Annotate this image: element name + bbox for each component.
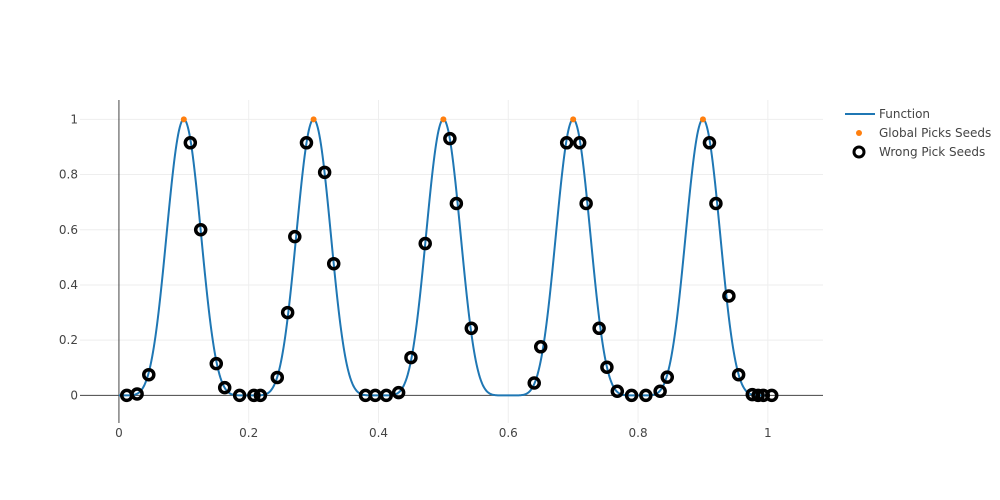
- wrong-pick-seed-point: [722, 289, 736, 303]
- wrong-pick-seed-point: [280, 305, 295, 320]
- wrong-pick-seed-point: [449, 196, 464, 211]
- legend-label-global-picks-seeds: Global Picks Seeds: [879, 126, 991, 140]
- legend-item-global-picks-seeds[interactable]: Global Picks Seeds: [856, 126, 991, 140]
- wrong-pick-seed-point: [209, 356, 224, 371]
- x-tick-label: 0.8: [629, 426, 648, 440]
- global-pick-seed-point: [570, 116, 577, 123]
- legend[interactable]: Function Global Picks Seeds Wrong Pick S…: [845, 107, 991, 159]
- wrong-pick-seed-point: [379, 388, 394, 403]
- wrong-pick-seed-point: [317, 165, 332, 180]
- wrong-pick-seed-point: [751, 388, 765, 403]
- legend-label-wrong-pick-seeds: Wrong Pick Seeds: [879, 145, 985, 159]
- wrong-pick-seed-point: [270, 370, 285, 385]
- wrong-pick-seed-point: [702, 136, 717, 150]
- wrong-pick-seed-point: [142, 367, 156, 382]
- x-tick-label: 1: [764, 426, 772, 440]
- wrong-pick-seed-point: [592, 321, 606, 336]
- wrong-pick-seed-point: [527, 376, 541, 390]
- y-tick-label: 0: [70, 388, 78, 402]
- wrong-pick-seed-point: [709, 196, 723, 211]
- wrong-pick-seed-point: [326, 256, 341, 271]
- y-tick-label: 0.8: [59, 168, 78, 182]
- y-tick-label: 0.4: [59, 278, 78, 292]
- tick-labels: 0 0.2 0.4 0.6 0.8 1 0 0.2 0.4 0.6 0.8 1: [59, 112, 772, 440]
- x-tick-label: 0: [115, 426, 123, 440]
- wrong-pick-seed-point: [183, 136, 198, 150]
- wrong-pick-seed-point: [559, 136, 574, 150]
- global-pick-seed-point: [440, 116, 447, 123]
- wrong-pick-seed-point: [418, 236, 432, 251]
- legend-label-function: Function: [879, 107, 930, 121]
- wrong-pick-seed-point: [217, 380, 232, 395]
- legend-item-wrong-pick-seeds[interactable]: Wrong Pick Seeds: [852, 145, 985, 159]
- x-tick-label: 0.6: [499, 426, 518, 440]
- global-pick-seed-point: [699, 116, 706, 123]
- x-tick-label: 0.4: [369, 426, 388, 440]
- wrong-pick-seed-point: [232, 388, 247, 403]
- wrong-pick-seed-point: [464, 321, 479, 336]
- axes: [80, 100, 823, 423]
- y-tick-label: 0.2: [59, 333, 78, 347]
- x-tick-label: 0.2: [239, 426, 258, 440]
- wrong-pick-seed-point: [624, 388, 639, 403]
- wrong-pick-seed-point: [653, 384, 667, 399]
- wrong-pick-seed-point: [443, 131, 457, 146]
- function-line: [118, 118, 768, 397]
- wrong-pick-seed-point: [288, 229, 302, 244]
- wrong-pick-seed-point: [572, 136, 587, 150]
- wrong-pick-seed-point: [579, 196, 593, 211]
- wrong-pick-seed-point: [247, 388, 261, 403]
- wrong-pick-seed-point: [639, 388, 653, 403]
- wrong-pick-seed-point: [533, 340, 548, 354]
- wrong-pick-seed-point: [764, 388, 779, 403]
- wrong-pick-seed-point: [660, 370, 675, 384]
- y-tick-label: 0.6: [59, 223, 78, 237]
- wrong-pick-seed-point: [404, 350, 418, 365]
- wrong-pick-seed-point: [253, 388, 268, 403]
- wrong-pick-seed-point: [130, 387, 144, 401]
- plot-area: [118, 116, 779, 403]
- grid-lines: [80, 100, 823, 423]
- wrong-pick-seed-point: [391, 385, 406, 400]
- global-pick-seed-point: [180, 116, 187, 123]
- legend-item-function[interactable]: Function: [845, 107, 930, 121]
- wrong-pick-seed-point: [193, 223, 208, 237]
- wrong-pick-seed-point: [610, 384, 625, 399]
- wrong-pick-seed-point: [731, 367, 746, 382]
- y-tick-label: 1: [70, 112, 78, 126]
- global-pick-seed-point: [310, 116, 317, 123]
- wrong-pick-seed-point: [600, 360, 614, 374]
- wrong-pick-seed-point: [299, 136, 314, 150]
